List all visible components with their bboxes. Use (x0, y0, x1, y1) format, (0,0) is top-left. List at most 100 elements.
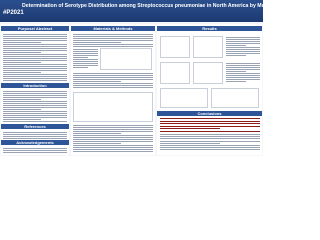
text-line (73, 53, 98, 54)
text-line (73, 34, 153, 35)
text-line (73, 139, 153, 140)
text-line (73, 65, 98, 66)
text-line (3, 148, 67, 149)
text-line (3, 56, 67, 57)
text-line (226, 73, 260, 74)
text-line (160, 147, 260, 149)
text-line (3, 121, 67, 122)
text-line (73, 49, 98, 50)
text-line (160, 130, 260, 132)
text-line (3, 52, 42, 53)
section-header: References (1, 124, 69, 129)
text-line (226, 75, 260, 76)
figure (193, 36, 223, 58)
text-line (3, 42, 42, 43)
text-line (3, 91, 67, 92)
text-line (3, 66, 67, 67)
text-line (73, 79, 153, 80)
text-line (73, 83, 153, 84)
text-line (73, 135, 153, 136)
text-line (73, 85, 153, 86)
text-line (73, 57, 88, 58)
text-line (3, 54, 67, 55)
text-line (3, 132, 67, 133)
header-band (0, 0, 263, 22)
poster-id: #P2021 (3, 10, 24, 16)
text-line (3, 50, 67, 51)
text-line (226, 77, 260, 78)
text-line (3, 99, 42, 100)
text-line (73, 36, 153, 37)
text-line (226, 45, 247, 46)
text-line (3, 136, 67, 137)
section-header: Materials & Methods (71, 26, 155, 31)
text-line (73, 149, 153, 150)
text-line (3, 93, 67, 94)
text-line (226, 71, 247, 72)
text-line (226, 47, 260, 48)
section-header: Introduction (1, 83, 69, 88)
text-line (226, 51, 260, 52)
text-line (3, 119, 42, 120)
text-line (73, 127, 153, 128)
text-line (73, 77, 153, 78)
text-line (73, 87, 153, 88)
text-line (73, 63, 98, 64)
text-line (226, 67, 260, 68)
text-line (3, 117, 67, 118)
text-line (226, 39, 260, 40)
text-line (73, 137, 153, 138)
text-line (226, 69, 260, 70)
text-line (3, 105, 67, 106)
text-line (73, 81, 121, 82)
text-line (73, 55, 98, 56)
text-line (226, 65, 260, 66)
text-line (160, 136, 260, 138)
text-line (226, 63, 260, 64)
text-line (73, 42, 121, 43)
text-line (3, 111, 67, 112)
text-line (3, 103, 67, 104)
text-line (160, 118, 260, 119)
text-line (3, 113, 67, 114)
text-line (73, 151, 153, 152)
text-line (3, 74, 67, 75)
text-line (3, 60, 67, 61)
text-line (226, 79, 260, 80)
figure (160, 36, 190, 58)
text-line (226, 49, 260, 50)
text-line (226, 43, 260, 44)
text-line (3, 44, 67, 45)
text-line (160, 120, 260, 122)
figure (193, 62, 223, 84)
text-line (73, 61, 98, 62)
text-line (3, 38, 67, 39)
text-line (3, 107, 67, 108)
text-line (73, 147, 153, 148)
text-line (3, 109, 42, 110)
text-line (3, 134, 67, 135)
section-header: Acknowledgements (1, 140, 69, 145)
text-line (3, 78, 67, 79)
section-header: Conclusions (157, 111, 262, 116)
text-line (3, 97, 67, 98)
text-line (226, 41, 260, 42)
text-line (226, 55, 247, 56)
text-line (3, 115, 67, 116)
left-column (1, 24, 69, 155)
text-line (73, 44, 153, 45)
text-line (160, 125, 260, 127)
text-line (160, 140, 260, 142)
text-line (160, 149, 260, 151)
text-line (3, 48, 67, 49)
section-header: Purpose/ Abstract (1, 26, 69, 31)
text-line (3, 72, 42, 73)
text-line (73, 38, 153, 39)
text-line (3, 40, 67, 41)
text-line (160, 123, 260, 124)
text-line (226, 37, 260, 38)
text-line (3, 36, 67, 37)
text-line (73, 40, 153, 41)
text-line (3, 138, 67, 139)
text-line (160, 145, 260, 146)
